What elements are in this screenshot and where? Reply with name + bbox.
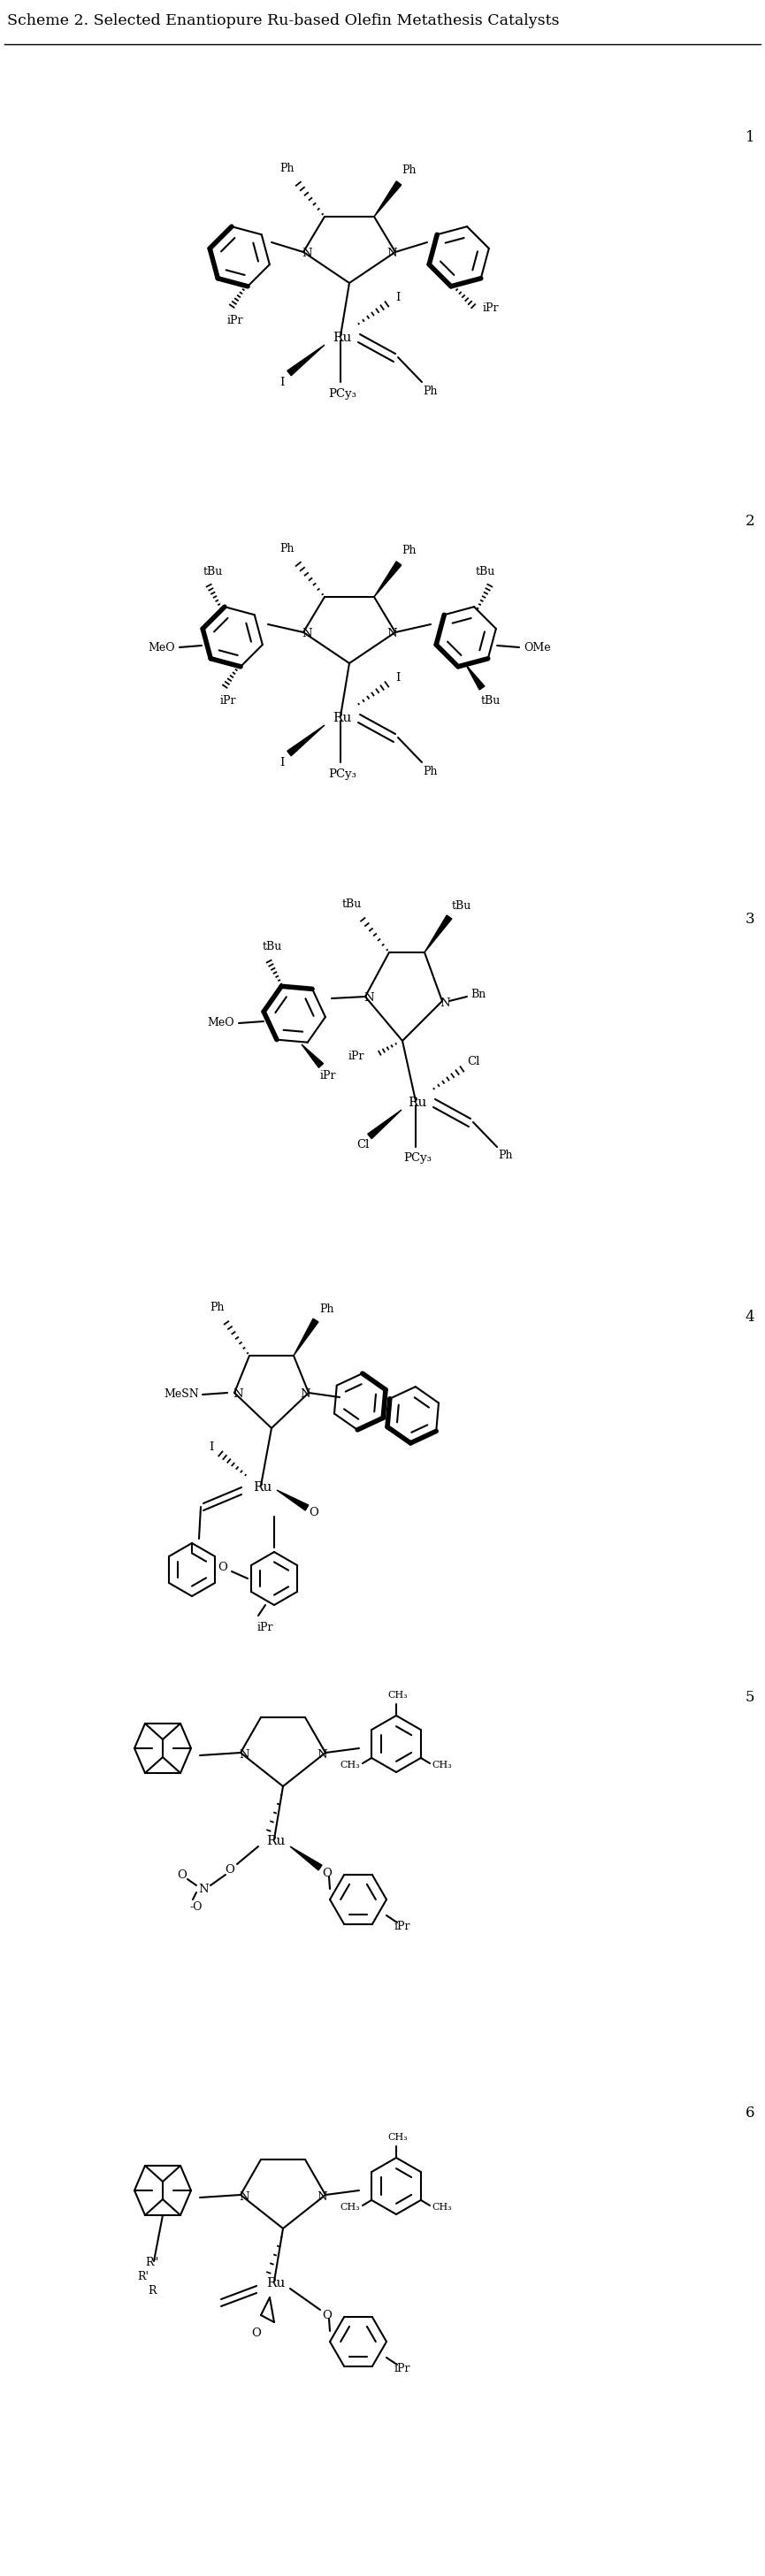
- Text: iPr: iPr: [394, 2362, 411, 2375]
- Text: N: N: [300, 1388, 311, 1401]
- Polygon shape: [425, 914, 452, 953]
- Text: Cl: Cl: [356, 1139, 369, 1151]
- Text: O: O: [225, 1865, 235, 1875]
- Text: tBu: tBu: [262, 940, 282, 953]
- Text: tBu: tBu: [476, 567, 496, 577]
- Text: Cl: Cl: [467, 1056, 480, 1069]
- Polygon shape: [290, 1847, 322, 1870]
- Text: Ru: Ru: [266, 1834, 285, 1847]
- Text: MeSN: MeSN: [164, 1388, 199, 1401]
- Text: iPr: iPr: [348, 1051, 365, 1061]
- Text: tBu: tBu: [203, 567, 223, 577]
- Text: O: O: [322, 2308, 332, 2321]
- Text: iPr: iPr: [227, 314, 243, 327]
- Text: I: I: [396, 291, 400, 304]
- Text: 6: 6: [745, 2107, 754, 2120]
- Text: O: O: [177, 1870, 187, 1880]
- Text: CH₃: CH₃: [432, 2202, 452, 2213]
- Text: Ph: Ph: [280, 162, 295, 173]
- Text: N: N: [301, 629, 312, 639]
- Text: 2: 2: [745, 515, 754, 528]
- Text: N: N: [363, 992, 374, 1005]
- Text: N: N: [386, 247, 397, 260]
- Polygon shape: [301, 1043, 324, 1066]
- Text: Ph: Ph: [280, 544, 295, 554]
- Text: tBu: tBu: [452, 902, 471, 912]
- Text: N: N: [317, 2190, 327, 2202]
- Text: N: N: [239, 1749, 249, 1759]
- Text: Ph: Ph: [402, 165, 417, 175]
- Text: iPr: iPr: [394, 1919, 411, 1932]
- Text: Ru: Ru: [266, 2277, 285, 2290]
- Text: R: R: [148, 2285, 156, 2298]
- Text: N: N: [317, 1749, 327, 1759]
- Text: CH₃: CH₃: [388, 1690, 408, 1700]
- Text: N: N: [233, 1388, 243, 1401]
- Text: I: I: [280, 757, 285, 768]
- Text: Ph: Ph: [320, 1303, 334, 1316]
- Text: I: I: [280, 376, 285, 389]
- Polygon shape: [294, 1319, 318, 1355]
- Text: I: I: [396, 672, 400, 683]
- Text: CH₃: CH₃: [432, 1759, 452, 1770]
- Text: R': R': [138, 2272, 149, 2282]
- Text: I: I: [209, 1440, 213, 1453]
- Text: CH₃: CH₃: [388, 2133, 408, 2141]
- Text: 4: 4: [745, 1311, 754, 1324]
- Text: PCy₃: PCy₃: [403, 1151, 431, 1164]
- Text: CH₃: CH₃: [340, 2202, 360, 2213]
- Polygon shape: [466, 665, 484, 690]
- Text: Ru: Ru: [408, 1097, 427, 1108]
- Text: Ru: Ru: [253, 1481, 272, 1494]
- Text: Ph: Ph: [423, 386, 438, 397]
- Text: PCy₃: PCy₃: [328, 768, 356, 781]
- Text: N: N: [198, 1883, 209, 1893]
- Text: 5: 5: [745, 1690, 754, 1705]
- Polygon shape: [288, 724, 324, 755]
- Polygon shape: [374, 562, 402, 598]
- Text: N: N: [239, 2190, 249, 2202]
- Text: Ru: Ru: [333, 711, 352, 724]
- Text: tBu: tBu: [481, 696, 500, 706]
- Text: Ph: Ph: [210, 1301, 225, 1314]
- Text: Ph: Ph: [423, 765, 438, 778]
- Polygon shape: [277, 1489, 308, 1510]
- Text: N: N: [301, 247, 312, 260]
- Text: -O: -O: [190, 1901, 203, 1911]
- Text: MeO: MeO: [207, 1018, 234, 1028]
- Text: iPr: iPr: [220, 696, 236, 706]
- Polygon shape: [374, 180, 402, 216]
- Text: 1: 1: [745, 129, 754, 144]
- Text: CH₃: CH₃: [340, 1759, 360, 1770]
- Polygon shape: [288, 345, 324, 376]
- Text: N: N: [440, 997, 450, 1010]
- Text: iPr: iPr: [320, 1072, 337, 1082]
- Text: Ph: Ph: [402, 546, 417, 556]
- Text: PCy₃: PCy₃: [328, 389, 356, 399]
- Text: O: O: [218, 1561, 228, 1574]
- Text: 3: 3: [745, 912, 754, 927]
- Text: Ru: Ru: [333, 332, 352, 345]
- Text: R": R": [145, 2257, 159, 2269]
- Text: O: O: [322, 1868, 332, 1878]
- Text: tBu: tBu: [342, 899, 362, 909]
- Text: iPr: iPr: [257, 1620, 274, 1633]
- Text: O: O: [309, 1507, 319, 1517]
- Text: MeO: MeO: [148, 641, 175, 654]
- Text: O: O: [252, 2326, 262, 2339]
- Text: iPr: iPr: [483, 301, 499, 314]
- Text: N: N: [386, 629, 397, 639]
- Polygon shape: [368, 1110, 402, 1139]
- Text: OMe: OMe: [523, 641, 551, 654]
- Text: Ph: Ph: [499, 1149, 513, 1162]
- Text: Bn: Bn: [470, 989, 486, 999]
- Text: Scheme 2. Selected Enantiopure Ru-based Olefin Metathesis Catalysts: Scheme 2. Selected Enantiopure Ru-based …: [7, 13, 559, 28]
